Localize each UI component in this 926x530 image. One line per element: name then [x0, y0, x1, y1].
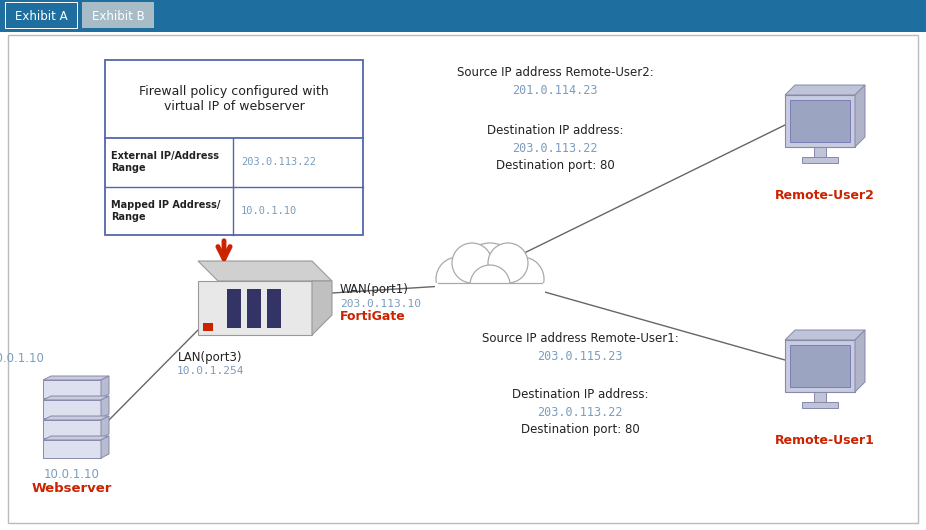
- FancyBboxPatch shape: [227, 289, 241, 328]
- Text: 201.0.114.23: 201.0.114.23: [512, 84, 598, 96]
- Text: Remote-User1: Remote-User1: [775, 434, 875, 447]
- Text: Destination port: 80: Destination port: 80: [495, 158, 614, 172]
- Text: Destination IP address:: Destination IP address:: [512, 388, 648, 402]
- Text: 10.0.1.10: 10.0.1.10: [0, 351, 45, 365]
- Polygon shape: [855, 85, 865, 147]
- FancyBboxPatch shape: [105, 60, 363, 235]
- FancyBboxPatch shape: [785, 340, 855, 392]
- Text: Destination IP address:: Destination IP address:: [487, 123, 623, 137]
- FancyBboxPatch shape: [802, 402, 838, 408]
- Text: Remote-User2: Remote-User2: [775, 189, 875, 202]
- Text: 203.0.113.22: 203.0.113.22: [537, 407, 623, 420]
- Text: 10.0.1.10: 10.0.1.10: [241, 206, 297, 216]
- FancyBboxPatch shape: [802, 157, 838, 163]
- FancyBboxPatch shape: [43, 420, 101, 438]
- Text: Source IP address Remote-User2:: Source IP address Remote-User2:: [457, 66, 654, 78]
- FancyBboxPatch shape: [43, 380, 101, 398]
- Text: Exhibit A: Exhibit A: [15, 10, 68, 22]
- Text: 203.0.115.23: 203.0.115.23: [537, 349, 623, 363]
- Text: 10.0.1.254: 10.0.1.254: [176, 366, 244, 376]
- FancyBboxPatch shape: [43, 400, 101, 418]
- Text: Webserver: Webserver: [31, 481, 112, 494]
- Text: 203.0.113.22: 203.0.113.22: [512, 142, 598, 155]
- Text: External IP/Address
Range: External IP/Address Range: [111, 152, 219, 173]
- FancyBboxPatch shape: [435, 280, 545, 310]
- Text: LAN(port3): LAN(port3): [178, 350, 243, 364]
- Circle shape: [460, 243, 520, 303]
- Text: Exhibit B: Exhibit B: [92, 10, 144, 22]
- Circle shape: [452, 243, 492, 283]
- FancyBboxPatch shape: [435, 283, 545, 311]
- Polygon shape: [785, 330, 865, 340]
- Polygon shape: [43, 396, 109, 400]
- Polygon shape: [785, 85, 865, 95]
- Text: 203.0.113.22: 203.0.113.22: [241, 157, 316, 167]
- Polygon shape: [43, 416, 109, 420]
- FancyBboxPatch shape: [82, 2, 154, 28]
- FancyBboxPatch shape: [814, 392, 826, 402]
- Circle shape: [488, 243, 528, 283]
- FancyBboxPatch shape: [0, 0, 926, 32]
- Circle shape: [500, 257, 544, 301]
- FancyBboxPatch shape: [814, 147, 826, 157]
- Circle shape: [436, 257, 480, 301]
- FancyBboxPatch shape: [247, 289, 261, 328]
- Text: Firewall policy configured with
virtual IP of webserver: Firewall policy configured with virtual …: [139, 85, 329, 113]
- Text: Source IP address Remote-User1:: Source IP address Remote-User1:: [482, 331, 679, 344]
- FancyBboxPatch shape: [203, 323, 213, 331]
- Text: WAN(port1): WAN(port1): [340, 284, 409, 296]
- Text: Destination port: 80: Destination port: 80: [520, 423, 639, 437]
- Polygon shape: [101, 396, 109, 418]
- Text: 10.0.1.10: 10.0.1.10: [44, 467, 100, 481]
- FancyBboxPatch shape: [8, 35, 918, 523]
- Text: 203.0.113.10: 203.0.113.10: [340, 299, 421, 309]
- Polygon shape: [198, 261, 332, 281]
- FancyBboxPatch shape: [785, 95, 855, 147]
- Polygon shape: [312, 281, 332, 335]
- Polygon shape: [855, 330, 865, 392]
- Polygon shape: [101, 416, 109, 438]
- FancyBboxPatch shape: [790, 345, 850, 387]
- Polygon shape: [101, 436, 109, 458]
- Polygon shape: [198, 281, 312, 335]
- Polygon shape: [43, 436, 109, 440]
- Text: Mapped IP Address/
Range: Mapped IP Address/ Range: [111, 200, 220, 222]
- Text: FortiGate: FortiGate: [340, 310, 406, 322]
- FancyBboxPatch shape: [790, 100, 850, 142]
- Circle shape: [470, 265, 510, 305]
- FancyBboxPatch shape: [5, 2, 77, 28]
- Polygon shape: [101, 376, 109, 398]
- FancyBboxPatch shape: [43, 440, 101, 458]
- Polygon shape: [43, 376, 109, 380]
- FancyBboxPatch shape: [267, 289, 281, 328]
